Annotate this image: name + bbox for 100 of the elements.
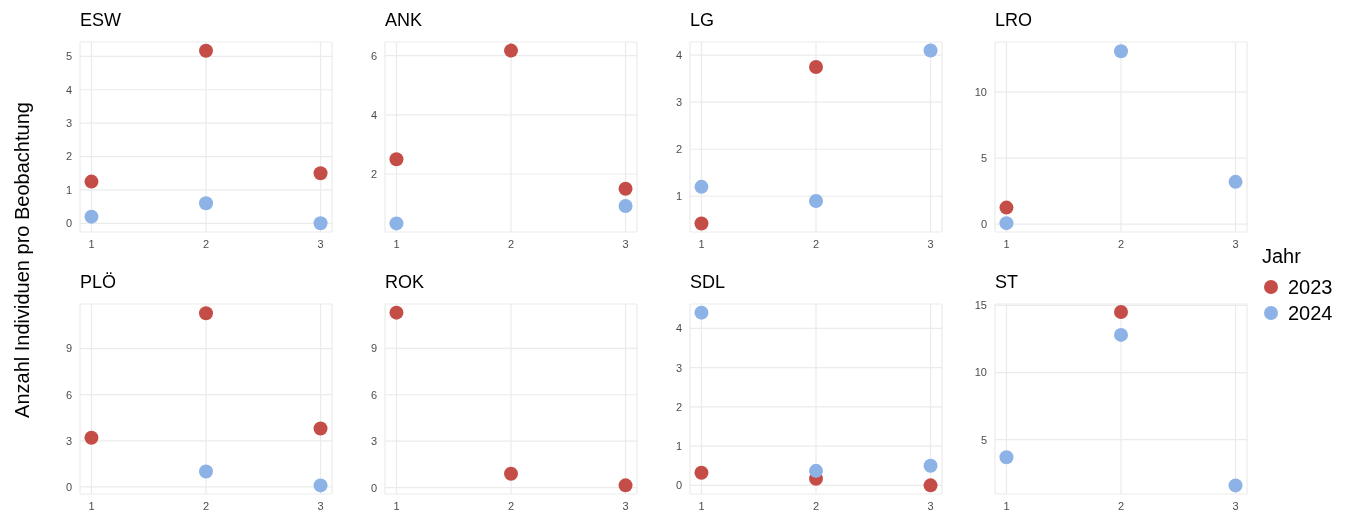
y-tick-label: 6 bbox=[370, 49, 377, 62]
y-tick-label: 4 bbox=[675, 49, 682, 62]
x-tick-label: 3 bbox=[622, 237, 629, 250]
y-tick-label: 5 bbox=[980, 152, 987, 165]
point bbox=[809, 59, 823, 74]
point bbox=[1228, 478, 1243, 493]
x-tick-label: 1 bbox=[88, 237, 95, 250]
y-tick-label: 4 bbox=[65, 83, 72, 96]
x-tick-label: 2 bbox=[1117, 499, 1125, 512]
point bbox=[694, 179, 709, 194]
y-tick-label: 2 bbox=[675, 143, 682, 156]
y-tick-label: 3 bbox=[370, 435, 377, 448]
x-tick-label: 2 bbox=[507, 499, 515, 512]
y-tick-label: 15 bbox=[974, 299, 987, 312]
y-tick-label: 1 bbox=[65, 183, 72, 196]
x-tick-label: 1 bbox=[393, 499, 400, 512]
x-tick-label: 1 bbox=[393, 237, 400, 250]
point bbox=[313, 166, 328, 181]
y-tick-label: 0 bbox=[675, 479, 682, 492]
x-tick-label: 2 bbox=[1117, 237, 1125, 250]
y-tick-label: 2 bbox=[675, 400, 682, 413]
point bbox=[923, 458, 938, 473]
point bbox=[923, 478, 938, 493]
y-tick-label: 3 bbox=[675, 96, 682, 109]
legend-label: 2024 bbox=[1288, 301, 1333, 325]
y-tick-label: 5 bbox=[65, 50, 72, 63]
x-tick-label: 1 bbox=[1003, 499, 1010, 512]
point bbox=[1228, 174, 1243, 189]
point bbox=[618, 181, 633, 196]
point bbox=[923, 43, 938, 58]
x-tick-label: 3 bbox=[622, 499, 629, 512]
y-axis-title: Anzahl Individuen pro Beobachtung bbox=[10, 102, 34, 418]
x-tick-label: 1 bbox=[698, 499, 705, 512]
y-tick-label: 0 bbox=[65, 480, 72, 493]
y-tick-label: 3 bbox=[675, 361, 682, 374]
point bbox=[199, 196, 213, 211]
x-tick-label: 2 bbox=[812, 499, 820, 512]
y-tick-label: 0 bbox=[980, 217, 987, 230]
point bbox=[313, 421, 328, 436]
x-tick-label: 2 bbox=[812, 237, 820, 250]
y-tick-label: 6 bbox=[370, 388, 377, 401]
point bbox=[694, 216, 709, 231]
y-tick-label: 3 bbox=[65, 434, 72, 447]
point bbox=[999, 200, 1014, 215]
point bbox=[1114, 327, 1128, 342]
x-tick-label: 3 bbox=[927, 499, 934, 512]
x-tick-label: 2 bbox=[202, 499, 210, 512]
point bbox=[84, 209, 99, 224]
chart-title: PLÖ bbox=[80, 272, 117, 293]
chart-title: LRO bbox=[995, 10, 1033, 31]
y-tick-label: 9 bbox=[65, 342, 72, 355]
point bbox=[389, 305, 404, 320]
chart-title: SDL bbox=[690, 272, 726, 293]
point bbox=[313, 216, 328, 231]
point bbox=[389, 216, 404, 231]
point bbox=[618, 198, 633, 213]
y-tick-label: 1 bbox=[675, 190, 682, 203]
point bbox=[999, 450, 1014, 465]
point bbox=[504, 466, 518, 481]
y-tick-label: 4 bbox=[675, 322, 682, 335]
x-tick-label: 2 bbox=[202, 237, 210, 250]
y-tick-label: 5 bbox=[980, 433, 987, 446]
legend-title: Jahr bbox=[1262, 245, 1302, 268]
y-tick-label: 10 bbox=[974, 366, 987, 379]
y-tick-label: 0 bbox=[65, 217, 72, 230]
point bbox=[694, 305, 709, 320]
point bbox=[199, 306, 213, 321]
point bbox=[1114, 305, 1128, 320]
chart-title: ESW bbox=[80, 10, 122, 31]
y-tick-label: 10 bbox=[974, 86, 987, 99]
x-tick-label: 3 bbox=[927, 237, 934, 250]
point bbox=[84, 430, 99, 445]
point bbox=[389, 152, 404, 167]
chart-title: LG bbox=[690, 10, 715, 31]
x-tick-label: 3 bbox=[317, 499, 324, 512]
point bbox=[809, 193, 823, 208]
point bbox=[84, 174, 99, 189]
y-tick-label: 3 bbox=[65, 117, 72, 130]
y-tick-label: 2 bbox=[370, 167, 377, 180]
chart-title: ST bbox=[995, 272, 1019, 293]
x-tick-label: 3 bbox=[1232, 499, 1239, 512]
y-tick-label: 4 bbox=[370, 108, 377, 121]
point bbox=[809, 463, 823, 478]
y-tick-label: 1 bbox=[675, 440, 682, 453]
legend-label: 2023 bbox=[1288, 275, 1333, 299]
y-tick-label: 6 bbox=[65, 388, 72, 401]
point bbox=[618, 478, 633, 493]
chart-title: ROK bbox=[385, 272, 425, 293]
x-tick-label: 3 bbox=[317, 237, 324, 250]
x-tick-label: 3 bbox=[1232, 237, 1239, 250]
y-tick-label: 0 bbox=[370, 481, 377, 494]
x-tick-label: 1 bbox=[88, 499, 95, 512]
point bbox=[999, 216, 1014, 231]
x-tick-label: 1 bbox=[698, 237, 705, 250]
point bbox=[199, 43, 213, 58]
y-tick-label: 9 bbox=[370, 342, 377, 355]
chart-title: ANK bbox=[385, 10, 423, 31]
point bbox=[1114, 44, 1128, 59]
point bbox=[504, 43, 518, 58]
point bbox=[199, 464, 213, 479]
